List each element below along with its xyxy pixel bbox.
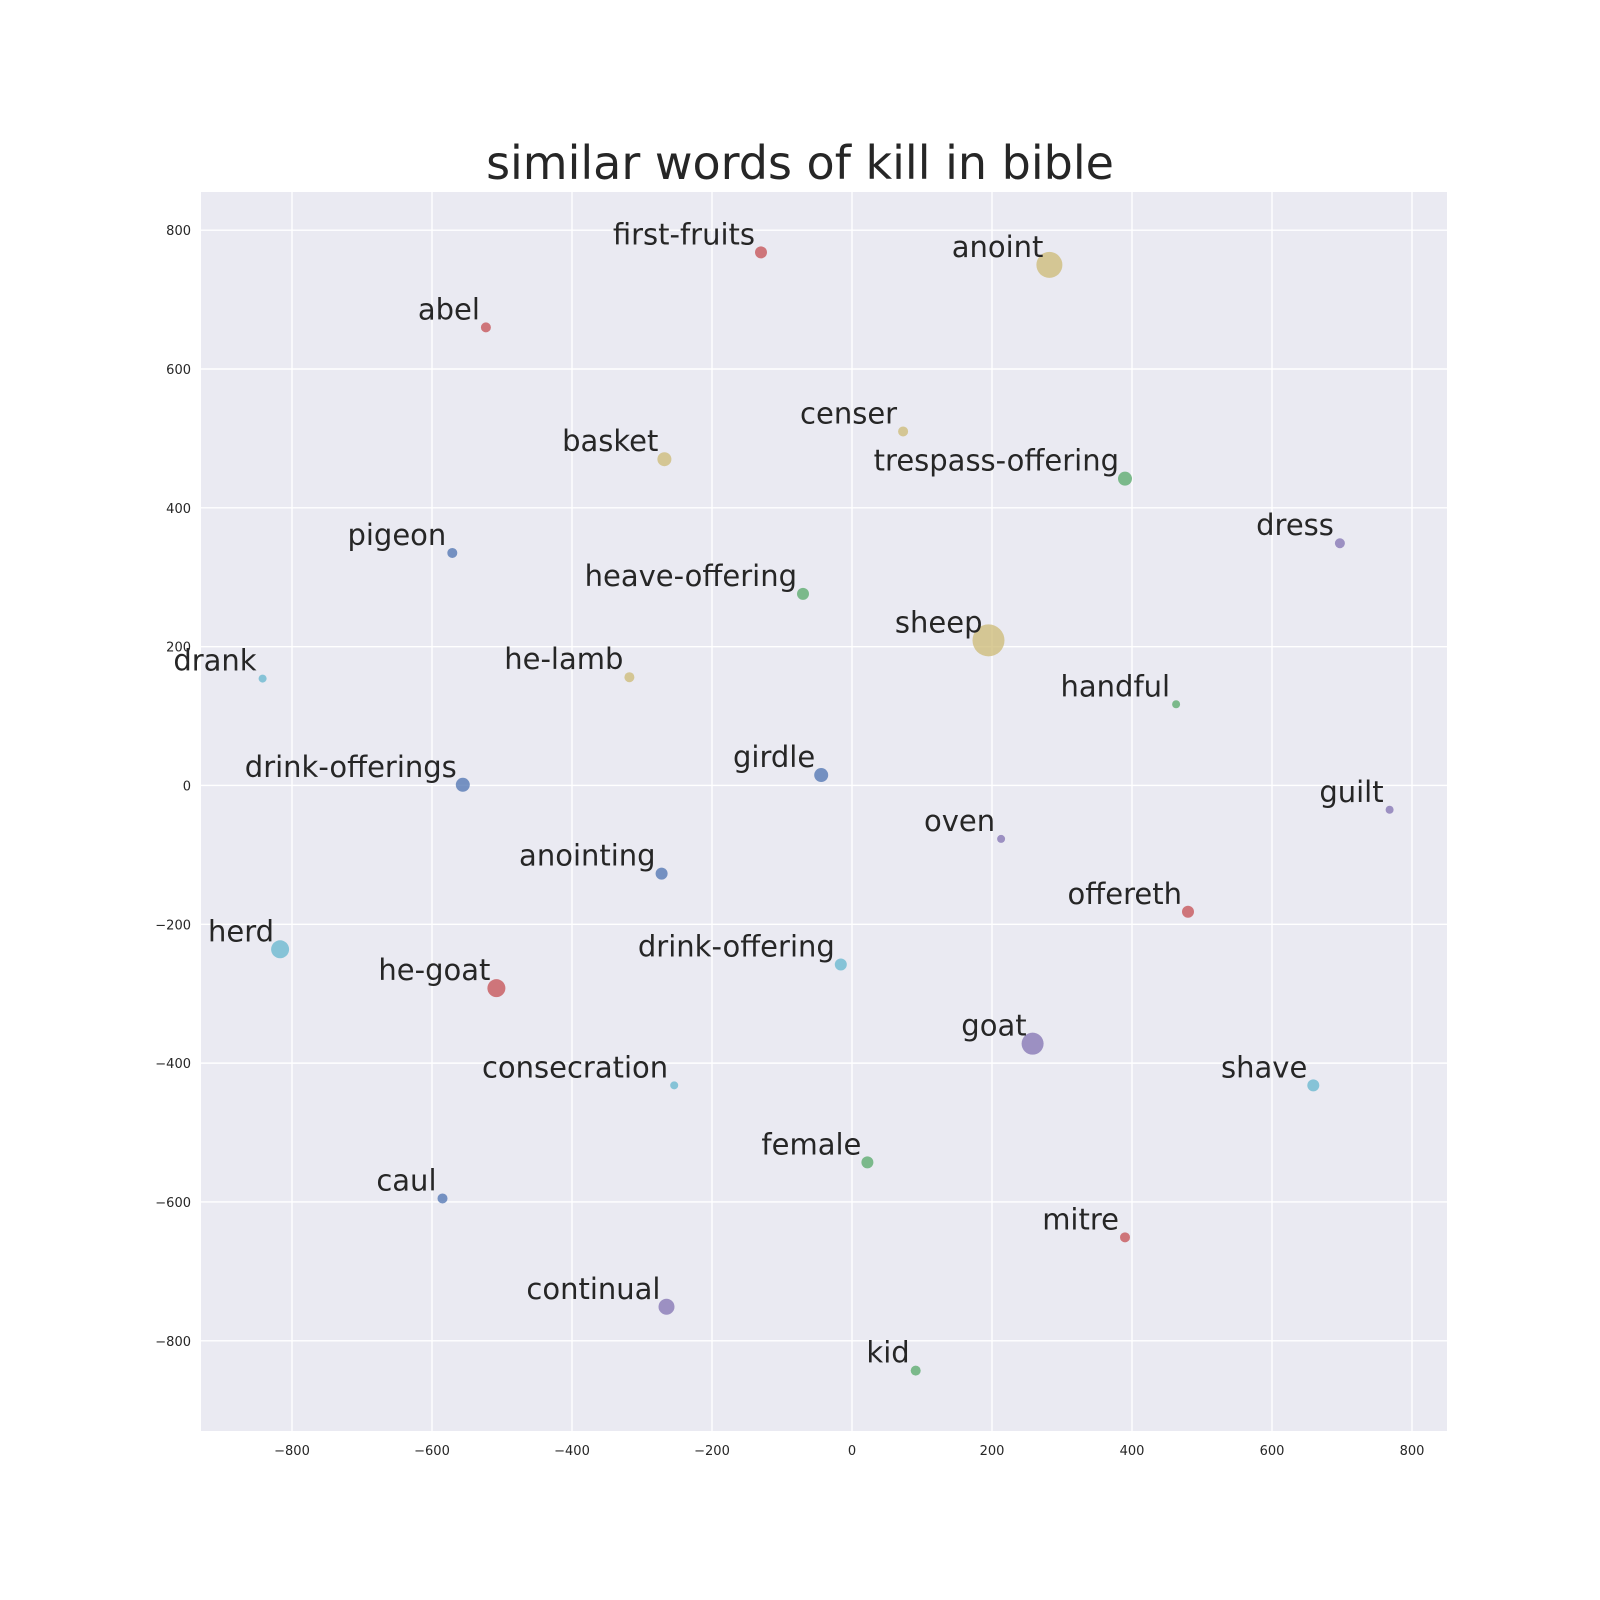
data-point <box>1036 251 1063 278</box>
x-tick-label: −800 <box>274 1444 310 1459</box>
x-tick-label: 200 <box>980 1444 1005 1459</box>
point-label: herd <box>208 914 274 948</box>
point-label: pigeon <box>347 518 446 552</box>
y-tick-label: −600 <box>155 1196 191 1211</box>
point-label: first-fruits <box>613 217 755 251</box>
data-point <box>657 452 672 467</box>
point-label: female <box>761 1127 861 1161</box>
point-label: censer <box>800 396 897 430</box>
data-point <box>1120 1232 1130 1243</box>
data-point <box>910 1365 921 1376</box>
y-tick-label: 600 <box>166 363 191 378</box>
point-label: drink-offering <box>638 930 835 964</box>
data-point <box>1172 700 1181 709</box>
y-tick-label: 800 <box>166 224 191 239</box>
data-point <box>1334 538 1345 549</box>
x-tick-label: −200 <box>694 1444 730 1459</box>
grid-lines <box>201 192 1447 1431</box>
data-point <box>655 867 668 880</box>
data-point <box>447 547 458 558</box>
data-point <box>670 1081 679 1090</box>
data-point <box>755 246 767 259</box>
y-tick-label: 0 <box>183 779 191 794</box>
point-labels: first-fruits anoint abel censer basket trespa… <box>173 217 1383 1369</box>
data-point <box>658 1298 675 1315</box>
data-point <box>834 958 847 971</box>
x-tick-label: 600 <box>1260 1444 1285 1459</box>
x-axis-ticks: −800 −600 −400 −200 0 200 400 600 800 <box>274 1444 1424 1459</box>
data-point <box>1118 471 1132 486</box>
point-label: consecration <box>482 1050 668 1084</box>
point-label: trespass-offering <box>874 444 1119 478</box>
point-label: sheep <box>895 605 983 639</box>
plot-area <box>201 192 1447 1431</box>
point-label: abel <box>418 292 480 326</box>
data-point <box>797 587 809 600</box>
point-label: handful <box>1061 669 1171 703</box>
data-point <box>861 1156 874 1169</box>
y-axis-ticks: −800 −600 −400 −200 0 200 400 600 800 <box>155 224 191 1350</box>
point-label: guilt <box>1319 775 1383 809</box>
data-point <box>455 777 470 792</box>
point-label: shave <box>1221 1050 1307 1084</box>
data-point <box>898 426 909 437</box>
y-tick-label: −200 <box>155 918 191 933</box>
data-point <box>972 624 1005 657</box>
data-point <box>1182 905 1194 918</box>
point-label: dress <box>1256 508 1334 542</box>
point-label: basket <box>562 424 658 458</box>
point-label: kid <box>866 1336 909 1370</box>
point-label: offereth <box>1068 877 1182 911</box>
data-point <box>814 768 829 783</box>
point-label: mitre <box>1042 1202 1119 1236</box>
point-label: anoint <box>952 230 1044 264</box>
data-point <box>1385 805 1394 814</box>
y-tick-label: −400 <box>155 1057 191 1072</box>
point-label: he-lamb <box>504 642 623 676</box>
data-point <box>271 940 290 959</box>
y-tick-label: −800 <box>155 1335 191 1350</box>
point-label: goat <box>961 1009 1026 1043</box>
data-point <box>1307 1079 1320 1092</box>
chart-title: similar words of kill in bible <box>486 136 1114 190</box>
point-label: drink-offerings <box>245 750 457 784</box>
y-tick-label: 400 <box>166 502 191 517</box>
data-point <box>487 979 506 998</box>
data-points <box>258 246 1394 1376</box>
x-tick-label: 0 <box>848 1444 856 1459</box>
point-label: heave-offering <box>585 559 797 593</box>
x-tick-label: −400 <box>554 1444 590 1459</box>
point-label: continual <box>526 1272 660 1306</box>
point-label: oven <box>924 804 995 838</box>
x-tick-label: −600 <box>414 1444 450 1459</box>
point-label: caul <box>376 1163 436 1197</box>
data-point <box>480 322 491 333</box>
data-point <box>1021 1032 1044 1055</box>
point-label: girdle <box>733 740 815 774</box>
x-tick-label: 800 <box>1400 1444 1425 1459</box>
y-tick-label: 200 <box>166 641 191 656</box>
point-label: he-goat <box>378 953 490 987</box>
data-point <box>437 1193 448 1204</box>
data-point <box>997 834 1006 843</box>
data-point <box>258 674 267 683</box>
point-label: drank <box>173 644 256 678</box>
data-point <box>624 672 635 683</box>
x-tick-label: 400 <box>1120 1444 1145 1459</box>
point-label: anointing <box>519 839 656 873</box>
